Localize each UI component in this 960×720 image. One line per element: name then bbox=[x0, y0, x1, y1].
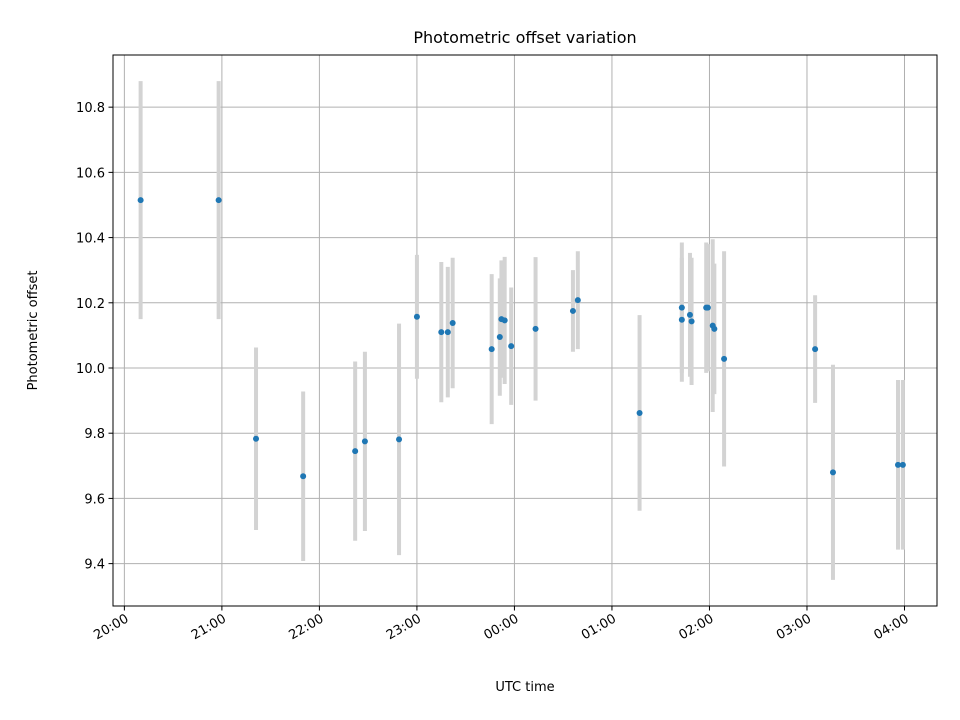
data-point bbox=[688, 318, 695, 325]
data-point bbox=[361, 438, 368, 445]
plot-frame bbox=[112, 54, 938, 607]
data-point bbox=[137, 197, 144, 204]
data-point bbox=[352, 448, 359, 455]
data-point bbox=[678, 316, 685, 323]
data-point bbox=[899, 461, 906, 468]
chart-title: Photometric offset variation bbox=[413, 28, 636, 47]
y-tick-label: 9.8 bbox=[84, 427, 105, 442]
data-point bbox=[449, 320, 456, 327]
data-point bbox=[438, 329, 445, 336]
data-point bbox=[894, 461, 901, 468]
data-point bbox=[812, 346, 819, 353]
data-point bbox=[215, 197, 222, 204]
data-point bbox=[444, 329, 451, 336]
y-tick-label: 10.6 bbox=[76, 166, 105, 181]
data-point bbox=[721, 355, 728, 362]
data-point bbox=[496, 334, 503, 341]
data-point bbox=[413, 313, 420, 320]
data-point bbox=[501, 317, 508, 324]
y-tick-label: 10.8 bbox=[76, 101, 105, 116]
x-axis-label: UTC time bbox=[495, 680, 554, 695]
y-tick-label: 9.4 bbox=[84, 558, 105, 573]
point-layer bbox=[137, 197, 906, 480]
y-tick-label: 10.4 bbox=[76, 232, 105, 247]
data-point bbox=[636, 409, 643, 416]
data-point bbox=[829, 469, 836, 476]
data-point bbox=[574, 297, 581, 304]
data-point bbox=[686, 311, 693, 318]
y-axis-label: Photometric offset bbox=[26, 271, 41, 391]
data-point bbox=[253, 435, 260, 442]
data-point bbox=[711, 325, 718, 332]
data-point bbox=[704, 304, 711, 311]
data-point bbox=[678, 304, 685, 311]
y-tick-label: 10.0 bbox=[76, 362, 105, 377]
data-point bbox=[508, 343, 515, 350]
data-point bbox=[532, 325, 539, 332]
grid-layer bbox=[113, 55, 937, 606]
data-point bbox=[569, 307, 576, 314]
data-point bbox=[396, 436, 403, 443]
y-tick-label: 9.6 bbox=[84, 492, 105, 507]
data-point bbox=[300, 473, 307, 480]
data-point bbox=[488, 346, 495, 353]
y-tick-label: 10.2 bbox=[76, 297, 105, 312]
